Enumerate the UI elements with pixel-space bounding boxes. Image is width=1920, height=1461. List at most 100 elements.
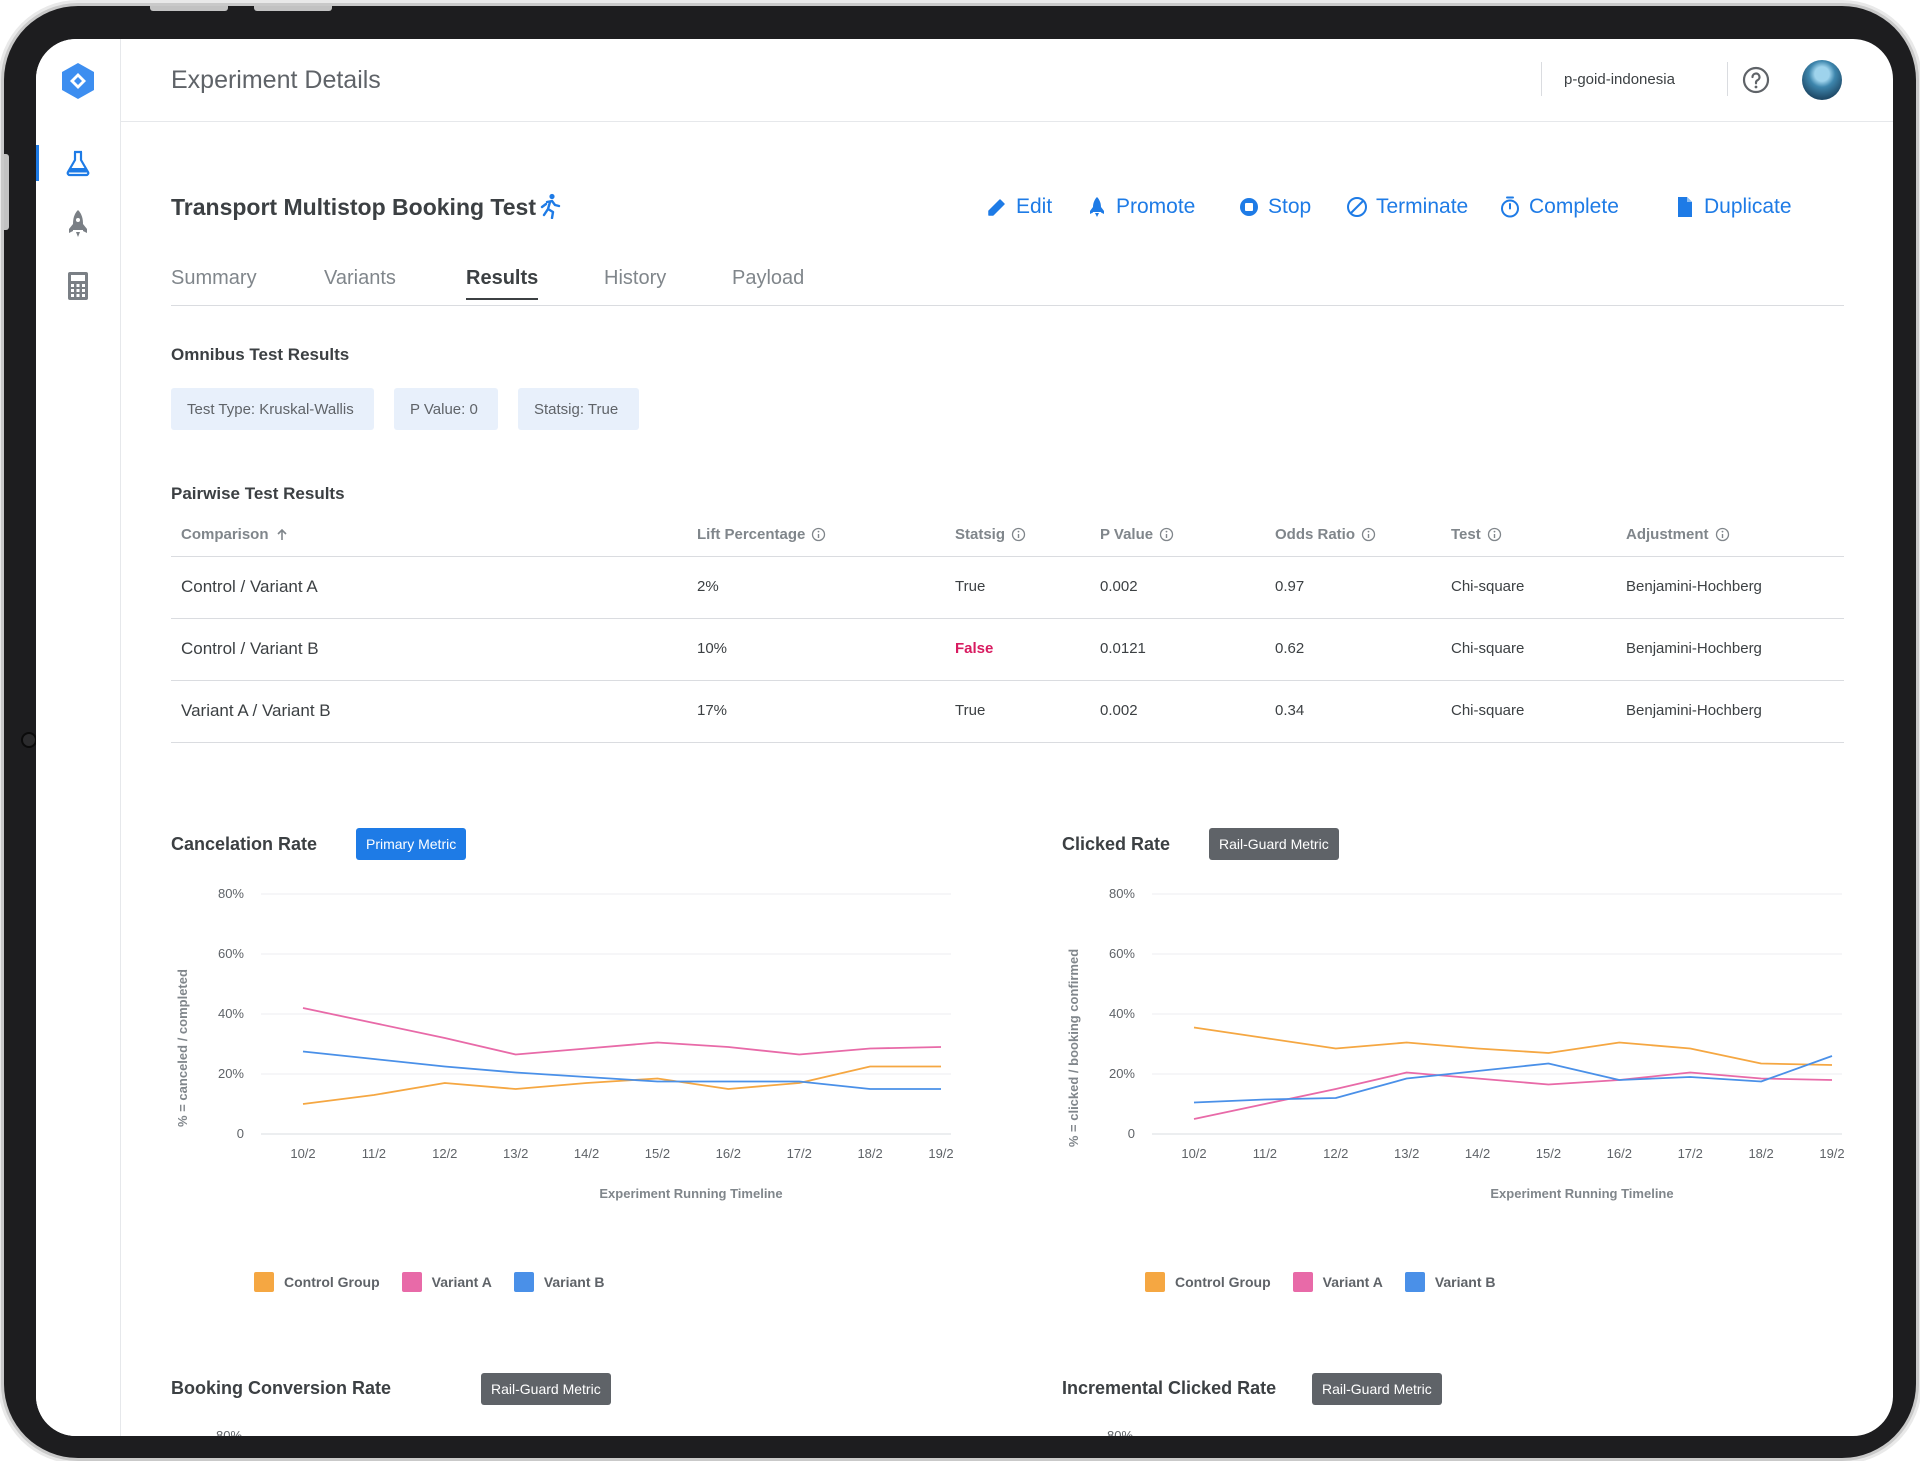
tab-payload[interactable]: Payload — [732, 267, 805, 289]
y-tick-label: 80% — [216, 1428, 243, 1436]
y-axis-label: % = canceled / completed — [175, 969, 190, 1127]
legend-label: Variant A — [431, 1274, 492, 1290]
legend-item-variant-a[interactable]: Variant A — [401, 1272, 492, 1292]
legend-item-variant-b[interactable]: Variant B — [513, 1272, 605, 1292]
series-line-variant-a — [1193, 1071, 1833, 1120]
info-icon[interactable] — [1487, 527, 1502, 542]
terminate-label: Terminate — [1376, 195, 1469, 218]
tab-variants[interactable]: Variants — [324, 267, 396, 289]
y-tick-label: 0 — [1128, 1126, 1135, 1141]
rocket-icon — [1090, 197, 1104, 217]
legend-swatch — [1404, 1272, 1425, 1292]
project-selector[interactable]: p-goid-indonesia — [1564, 71, 1675, 88]
logo-icon[interactable] — [58, 61, 98, 101]
cancelation-rate-chart: 0 20% 40% 60% 80% 10/2 11/2 12/2 13/2 14/2 15/2 16/… — [175, 886, 954, 1201]
chart-legend: Control Group Variant A Variant B — [254, 1272, 605, 1292]
info-icon[interactable] — [1011, 527, 1026, 542]
x-tick-label: 12/2 — [432, 1146, 457, 1161]
pairwise-table: Comparison Lift Percentage Statsig P Val… — [171, 518, 1844, 743]
avatar[interactable] — [1802, 60, 1842, 100]
column-label: P Value — [1100, 526, 1154, 543]
sidebar-item-calculator[interactable] — [36, 264, 120, 308]
tab-results[interactable]: Results — [466, 267, 539, 300]
table-row: Control / Variant B 10% False 0.0121 0.6… — [171, 619, 1844, 681]
column-label: Odds Ratio — [1275, 526, 1356, 543]
legend-swatch — [401, 1272, 422, 1292]
experiment-title: Transport Multistop Booking Test — [171, 194, 537, 220]
cell-adjustment: Benjamini-Hochberg — [1626, 640, 1762, 657]
promote-button[interactable]: Promote — [1086, 195, 1195, 219]
legend-item-control[interactable]: Control Group — [1145, 1272, 1271, 1292]
tab-bar: Summary Variants Results History Payload — [171, 267, 1844, 306]
series-line-variant-b — [1193, 1055, 1833, 1104]
cell-statsig: False — [955, 640, 994, 657]
edit-button[interactable]: Edit — [986, 195, 1052, 219]
sidebar-item-experiments[interactable] — [36, 141, 120, 185]
column-odds-ratio: Odds Ratio — [1275, 526, 1376, 543]
series-line-control-group — [302, 1065, 941, 1105]
sidebar-item-rollouts[interactable] — [36, 202, 120, 246]
y-tick-label: 80% — [218, 886, 244, 901]
screen: Experiment Details p-goid-indonesia Tran… — [36, 39, 1893, 1436]
column-adjustment: Adjustment — [1626, 526, 1730, 543]
stop-label: Stop — [1268, 195, 1312, 218]
tab-summary[interactable]: Summary — [171, 267, 257, 289]
x-tick-label: 12/2 — [1323, 1146, 1348, 1161]
column-test: Test — [1451, 526, 1502, 543]
stop-button[interactable]: Stop — [1238, 195, 1311, 219]
x-tick-label: 16/2 — [1607, 1146, 1632, 1161]
cell-p-value: 0.002 — [1100, 702, 1138, 719]
complete-label: Complete — [1529, 195, 1619, 218]
x-tick-label: 10/2 — [1181, 1146, 1206, 1161]
legend-label: Control Group — [284, 1274, 380, 1290]
x-axis-label: Experiment Running Timeline — [1490, 1186, 1673, 1201]
help-icon[interactable] — [1742, 66, 1770, 94]
complete-button[interactable]: Complete — [1499, 195, 1619, 219]
x-tick-label: 14/2 — [1465, 1146, 1490, 1161]
cell-statsig: True — [955, 578, 986, 595]
duplicate-button[interactable]: Duplicate — [1674, 195, 1792, 219]
legend-item-variant-b[interactable]: Variant B — [1404, 1272, 1496, 1292]
y-tick-label: 20% — [1109, 1066, 1135, 1081]
cell-comparison: Control / Variant B — [181, 639, 319, 658]
volume-button — [254, 6, 332, 11]
column-comparison[interactable]: Comparison — [181, 526, 289, 543]
page-title: Experiment Details — [171, 66, 381, 94]
x-tick-label: 13/2 — [1394, 1146, 1419, 1161]
volume-button — [150, 6, 228, 11]
test-type-chip: Test Type: Kruskal-Wallis — [171, 388, 374, 430]
p-value-chip: P Value: 0 — [394, 388, 498, 430]
divider — [1541, 62, 1542, 96]
y-tick-label: 80% — [1109, 886, 1135, 901]
cell-lift: 10% — [697, 640, 728, 657]
legend-label: Control Group — [1175, 1274, 1271, 1290]
power-button — [4, 154, 9, 230]
cell-statsig: True — [955, 702, 986, 719]
y-tick-label: 80% — [1107, 1428, 1134, 1436]
device-frame: Experiment Details p-goid-indonesia Tran… — [4, 6, 1916, 1458]
omnibus-title: Omnibus Test Results — [171, 345, 350, 364]
main-content: Transport Multistop Booking Test Edit Pr… — [121, 122, 1893, 1436]
chart-title-incremental-clicked: Incremental Clicked Rate — [1062, 1378, 1277, 1398]
legend-item-control[interactable]: Control Group — [254, 1272, 380, 1292]
info-icon[interactable] — [1361, 527, 1376, 542]
legend-item-variant-a[interactable]: Variant A — [1292, 1272, 1383, 1292]
chart-title-booking-conversion: Booking Conversion Rate — [171, 1378, 392, 1398]
terminate-button[interactable]: Terminate — [1346, 195, 1468, 219]
info-icon[interactable] — [1159, 527, 1174, 542]
tab-history[interactable]: History — [604, 267, 667, 289]
chart-legend: Control Group Variant A Variant B — [1145, 1272, 1496, 1292]
flask-icon — [66, 150, 90, 177]
sort-ascending-icon[interactable] — [275, 528, 289, 542]
table-header: Comparison Lift Percentage Statsig P Val… — [171, 518, 1844, 557]
x-tick-label: 15/2 — [645, 1146, 670, 1161]
rail-guard-metric-badge: Rail-Guard Metric — [1312, 1373, 1442, 1405]
info-icon[interactable] — [1715, 527, 1730, 542]
info-icon[interactable] — [811, 527, 826, 542]
cell-adjustment: Benjamini-Hochberg — [1626, 702, 1762, 719]
column-lift: Lift Percentage — [697, 526, 826, 543]
series-line-control-group — [1193, 1026, 1833, 1066]
legend-swatch — [1145, 1272, 1165, 1292]
table-row: Variant A / Variant B 17% True 0.002 0.3… — [171, 681, 1844, 743]
x-tick-label: 13/2 — [503, 1146, 528, 1161]
